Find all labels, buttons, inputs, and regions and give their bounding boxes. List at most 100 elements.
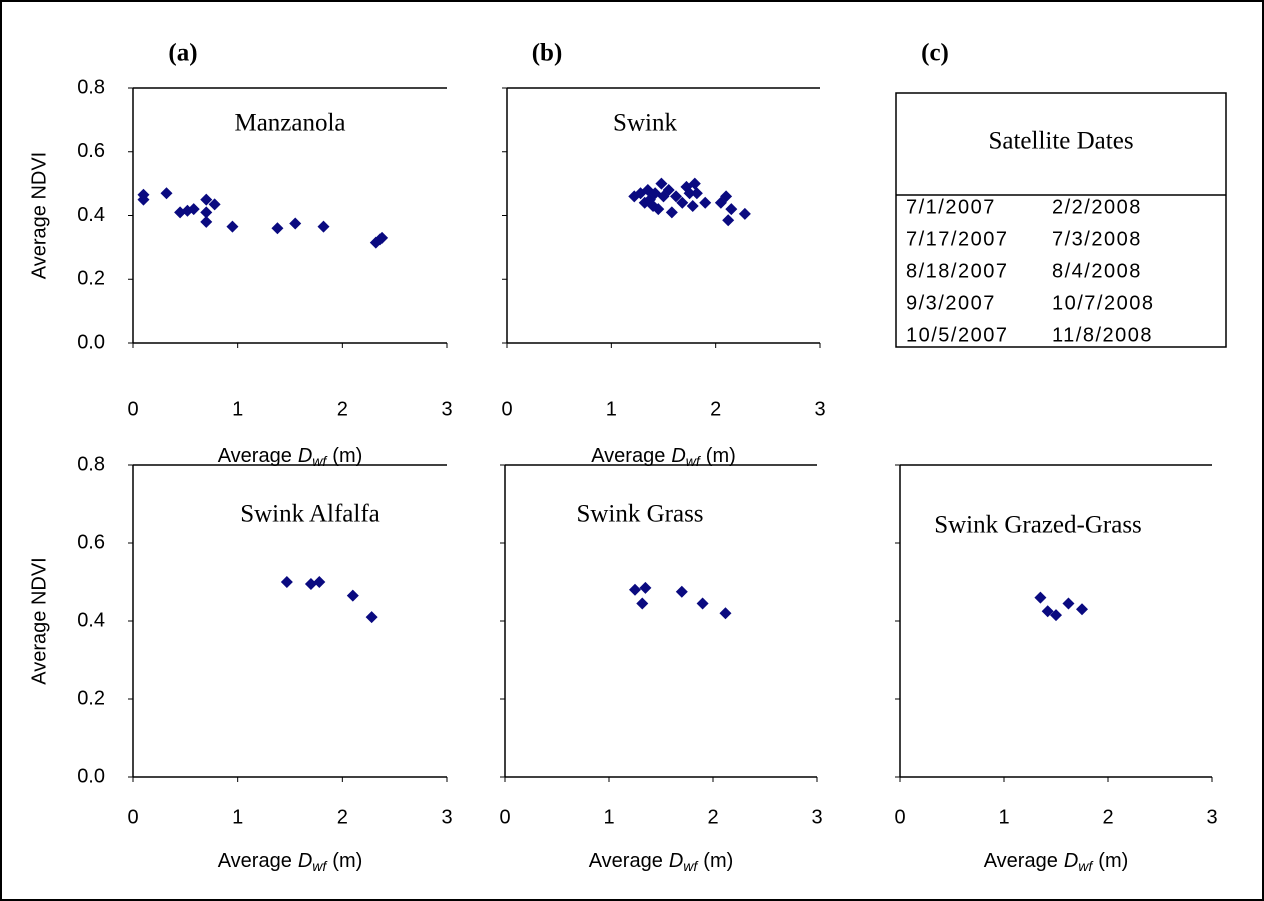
x-tick-label: 3 — [441, 398, 452, 420]
point — [675, 585, 688, 598]
x-axis-label-part: Average — [589, 850, 663, 872]
point — [636, 597, 649, 610]
date: 8/4/2008 — [1052, 260, 1142, 282]
x-tick-label: 1 — [232, 806, 243, 828]
point — [690, 187, 703, 200]
chart-title: Swink Alfalfa — [240, 501, 380, 528]
date: 9/3/2007 — [906, 292, 996, 314]
x-axis-label-part: (m) — [332, 445, 362, 467]
y-tick-label: 0.6 — [77, 531, 105, 553]
point — [200, 206, 213, 219]
x-axis-label-part: Average — [984, 850, 1058, 872]
point — [683, 187, 696, 200]
x-axis-label-part: wf — [1078, 858, 1094, 874]
point — [738, 207, 751, 220]
point — [1062, 597, 1075, 610]
point — [187, 203, 200, 216]
date: 7/17/2007 — [906, 228, 1008, 250]
x-tick-label: 2 — [707, 806, 718, 828]
x-axis-label-part: Average — [591, 445, 665, 467]
x-tick-label: 0 — [127, 398, 138, 420]
date: 11/8/2008 — [1052, 324, 1153, 346]
x-axis-label-part: D — [298, 850, 312, 872]
x-axis-label-part: wf — [683, 858, 699, 874]
panel-label: (b) — [532, 40, 563, 67]
x-axis-label-part: D — [298, 445, 312, 467]
table-box — [895, 92, 1227, 348]
point — [200, 193, 213, 206]
x-tick-label: 0 — [127, 806, 138, 828]
point — [304, 577, 317, 590]
point — [280, 576, 293, 588]
x-axis-label-part: (m) — [706, 445, 736, 467]
x-tick-label: 0 — [501, 398, 512, 420]
point — [725, 203, 738, 216]
x-tick-label: 0 — [499, 806, 510, 828]
point — [376, 231, 389, 244]
point — [346, 589, 359, 602]
x-tick-label: 3 — [441, 806, 452, 828]
y-tick-label: 0.4 — [77, 609, 105, 631]
panel-label: (c) — [921, 40, 949, 67]
point — [665, 206, 678, 219]
point — [1034, 591, 1047, 604]
x-tick-label: 3 — [814, 398, 825, 420]
y-tick-label: 0.2 — [77, 687, 105, 709]
x-tick-label: 1 — [603, 806, 614, 828]
y-tick-label: 0.0 — [77, 331, 105, 353]
point — [720, 190, 733, 203]
point — [200, 215, 213, 228]
point — [226, 220, 239, 233]
chart-title: Swink Grass — [576, 501, 703, 528]
x-axis-label-part: wf — [686, 453, 702, 469]
x-axis-label-part: wf — [312, 858, 328, 874]
x-axis-label: Average Dwf (m) — [984, 850, 1129, 873]
x-tick-label: 1 — [232, 398, 243, 420]
x-axis-label-part: Average — [218, 850, 292, 872]
point — [1041, 605, 1054, 618]
x-tick-label: 2 — [337, 398, 348, 420]
x-axis-label-part: Average — [218, 445, 292, 467]
x-axis-label-part: wf — [312, 453, 328, 469]
point — [722, 214, 735, 227]
x-axis-label-part: D — [669, 850, 683, 872]
point — [317, 220, 330, 233]
date: 8/18/2007 — [906, 260, 1008, 282]
point — [629, 583, 641, 596]
point — [313, 576, 326, 588]
y-tick-label: 0.8 — [77, 76, 105, 98]
date: 2/2/2008 — [1052, 196, 1142, 218]
panel-label: (a) — [168, 40, 197, 67]
table-title: Satellite Dates — [988, 128, 1133, 155]
point — [688, 177, 701, 190]
date: 10/5/2007 — [906, 324, 1008, 346]
x-tick-label: 2 — [710, 398, 721, 420]
chart-title: Swink — [613, 110, 677, 137]
x-axis-label-part: D — [1064, 850, 1078, 872]
y-tick-label: 0.2 — [77, 268, 105, 290]
x-tick-label: 2 — [337, 806, 348, 828]
date: 10/7/2008 — [1052, 292, 1154, 314]
point — [208, 198, 221, 211]
x-tick-label: 1 — [998, 806, 1009, 828]
point — [160, 187, 173, 200]
point — [1076, 603, 1088, 616]
x-axis-label-part: (m) — [1098, 850, 1128, 872]
y-axis-label: Average NDVI — [28, 557, 50, 684]
x-axis-label-part: (m) — [332, 850, 362, 872]
x-tick-label: 1 — [606, 398, 617, 420]
point — [676, 196, 689, 209]
x-tick-label: 0 — [894, 806, 905, 828]
point — [639, 581, 652, 594]
x-axis-label: Average Dwf (m) — [589, 850, 734, 873]
date: 7/3/2008 — [1052, 228, 1142, 250]
y-tick-label: 0.8 — [77, 453, 105, 475]
point — [719, 607, 732, 620]
chart-title: Swink Grazed-Grass — [934, 512, 1142, 539]
point — [670, 190, 683, 203]
y-axis-label: Average NDVI — [28, 152, 50, 279]
point — [655, 177, 668, 190]
point — [686, 199, 699, 212]
